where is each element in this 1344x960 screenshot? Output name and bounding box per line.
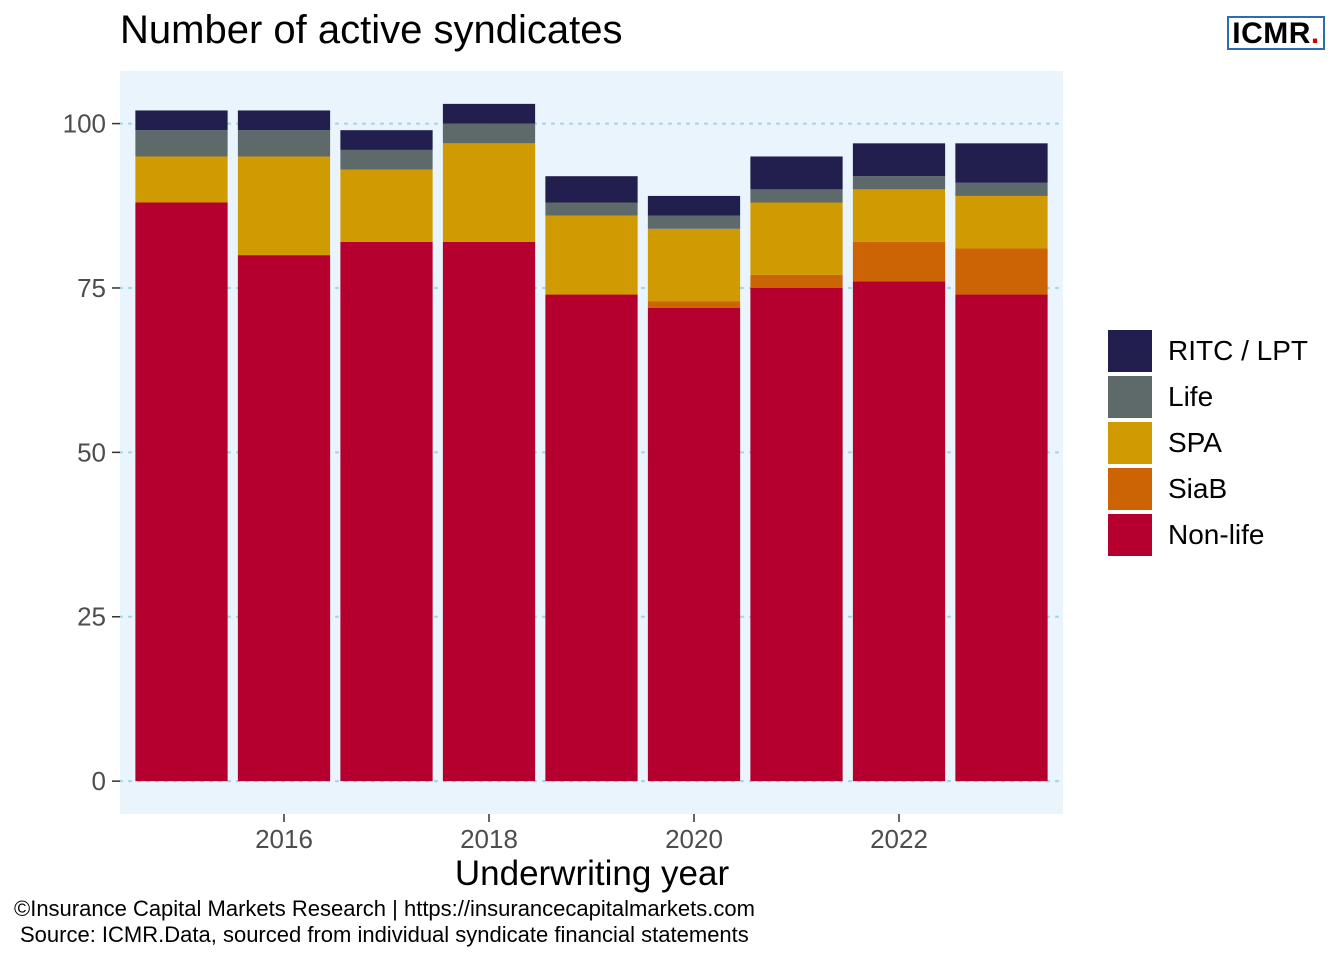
bar-2022-non-life bbox=[852, 281, 946, 782]
bar-2019-spa bbox=[545, 215, 638, 295]
bar-2021-non-life bbox=[750, 287, 843, 782]
legend-swatch-life bbox=[1108, 376, 1152, 418]
bar-2023-life bbox=[955, 182, 1048, 196]
bar-2020-siab bbox=[647, 301, 741, 308]
bar-2022-life bbox=[852, 176, 946, 190]
bar-2023-ritc-lpt bbox=[955, 143, 1048, 183]
bar-2017-life bbox=[340, 149, 433, 170]
bar-2021-siab bbox=[750, 274, 843, 288]
logo-dot: . bbox=[1310, 17, 1320, 50]
legend-swatch-siab bbox=[1108, 468, 1152, 510]
legend-item-life: Life bbox=[1108, 374, 1308, 420]
legend: RITC / LPT Life SPA SiaB Non-life bbox=[1108, 328, 1308, 558]
bar-2022-spa bbox=[852, 189, 946, 242]
x-axis-title: Underwriting year bbox=[454, 854, 730, 893]
bar-2015-spa bbox=[135, 156, 228, 203]
bar-2015-non-life bbox=[135, 202, 228, 782]
bar-2018-non-life bbox=[442, 241, 536, 782]
bar-2016-spa bbox=[237, 156, 331, 256]
bar-2018-spa bbox=[442, 143, 536, 242]
legend-label-non-life: Non-life bbox=[1168, 519, 1265, 550]
y-tick-label-0: 0 bbox=[92, 766, 106, 796]
bar-2016-non-life bbox=[237, 255, 331, 782]
x-axis: 2016 2018 2020 2022 bbox=[255, 814, 928, 854]
bar-2020-spa bbox=[647, 228, 741, 302]
bar-2016-ritc-lpt bbox=[237, 110, 331, 131]
legend-label-siab: SiaB bbox=[1168, 473, 1228, 504]
icmr-logo: ICMR. bbox=[1227, 16, 1325, 50]
bar-2022-ritc-lpt bbox=[852, 143, 946, 177]
stacked-bar-chart: 0 25 50 75 100 2016 2018 2020 2022 bbox=[63, 71, 1065, 854]
bar-2019-ritc-lpt bbox=[545, 176, 638, 203]
legend-item-ritc-lpt: RITC / LPT bbox=[1108, 328, 1308, 374]
bars bbox=[135, 103, 1048, 782]
bar-2017-ritc-lpt bbox=[340, 130, 433, 150]
bar-2018-life bbox=[442, 123, 536, 144]
source-footer: Source: ICMR.Data, sourced from individu… bbox=[20, 922, 749, 947]
bar-2017-non-life bbox=[340, 241, 433, 782]
legend-swatch-ritc-lpt bbox=[1108, 330, 1152, 372]
x-tick-label-2022: 2022 bbox=[870, 824, 928, 854]
y-axis: 0 25 50 75 100 bbox=[63, 109, 120, 796]
bar-2021-spa bbox=[750, 202, 843, 275]
legend-label-ritc-lpt: RITC / LPT bbox=[1168, 335, 1309, 366]
bar-2019-non-life bbox=[545, 294, 638, 782]
y-tick-label-25: 25 bbox=[77, 602, 106, 632]
logo-text: ICMR bbox=[1232, 17, 1311, 50]
bar-2015-ritc-lpt bbox=[135, 110, 228, 131]
bar-2020-non-life bbox=[647, 307, 741, 782]
legend-swatch-spa bbox=[1108, 422, 1152, 464]
bar-2021-ritc-lpt bbox=[750, 156, 843, 190]
bar-2015-life bbox=[135, 130, 228, 157]
legend-item-spa: SPA bbox=[1108, 420, 1308, 466]
bar-2016-life bbox=[237, 130, 331, 157]
bar-2020-life bbox=[647, 215, 741, 229]
bar-2020-ritc-lpt bbox=[647, 195, 741, 216]
legend-item-siab: SiaB bbox=[1108, 466, 1308, 512]
bar-2022-siab bbox=[852, 241, 946, 282]
x-tick-label-2016: 2016 bbox=[255, 824, 313, 854]
legend-label-life: Life bbox=[1168, 381, 1214, 412]
y-tick-label-75: 75 bbox=[77, 273, 106, 303]
bar-2019-life bbox=[545, 202, 638, 216]
chart-title: Number of active syndicates bbox=[120, 8, 623, 52]
bar-2018-ritc-lpt bbox=[442, 103, 536, 124]
y-tick-label-50: 50 bbox=[77, 437, 106, 467]
bar-2023-siab bbox=[955, 248, 1048, 295]
legend-label-spa: SPA bbox=[1168, 427, 1222, 458]
x-tick-label-2020: 2020 bbox=[665, 824, 723, 854]
legend-item-non-life: Non-life bbox=[1108, 512, 1308, 558]
x-tick-label-2018: 2018 bbox=[460, 824, 518, 854]
bar-2021-life bbox=[750, 189, 843, 203]
bar-2023-spa bbox=[955, 195, 1048, 249]
y-tick-label-100: 100 bbox=[63, 109, 106, 139]
legend-swatch-non-life bbox=[1108, 514, 1152, 556]
bar-2017-spa bbox=[340, 169, 433, 242]
bar-2023-non-life bbox=[955, 294, 1048, 782]
copyright-footer: ©Insurance Capital Markets Research | ht… bbox=[14, 896, 755, 921]
